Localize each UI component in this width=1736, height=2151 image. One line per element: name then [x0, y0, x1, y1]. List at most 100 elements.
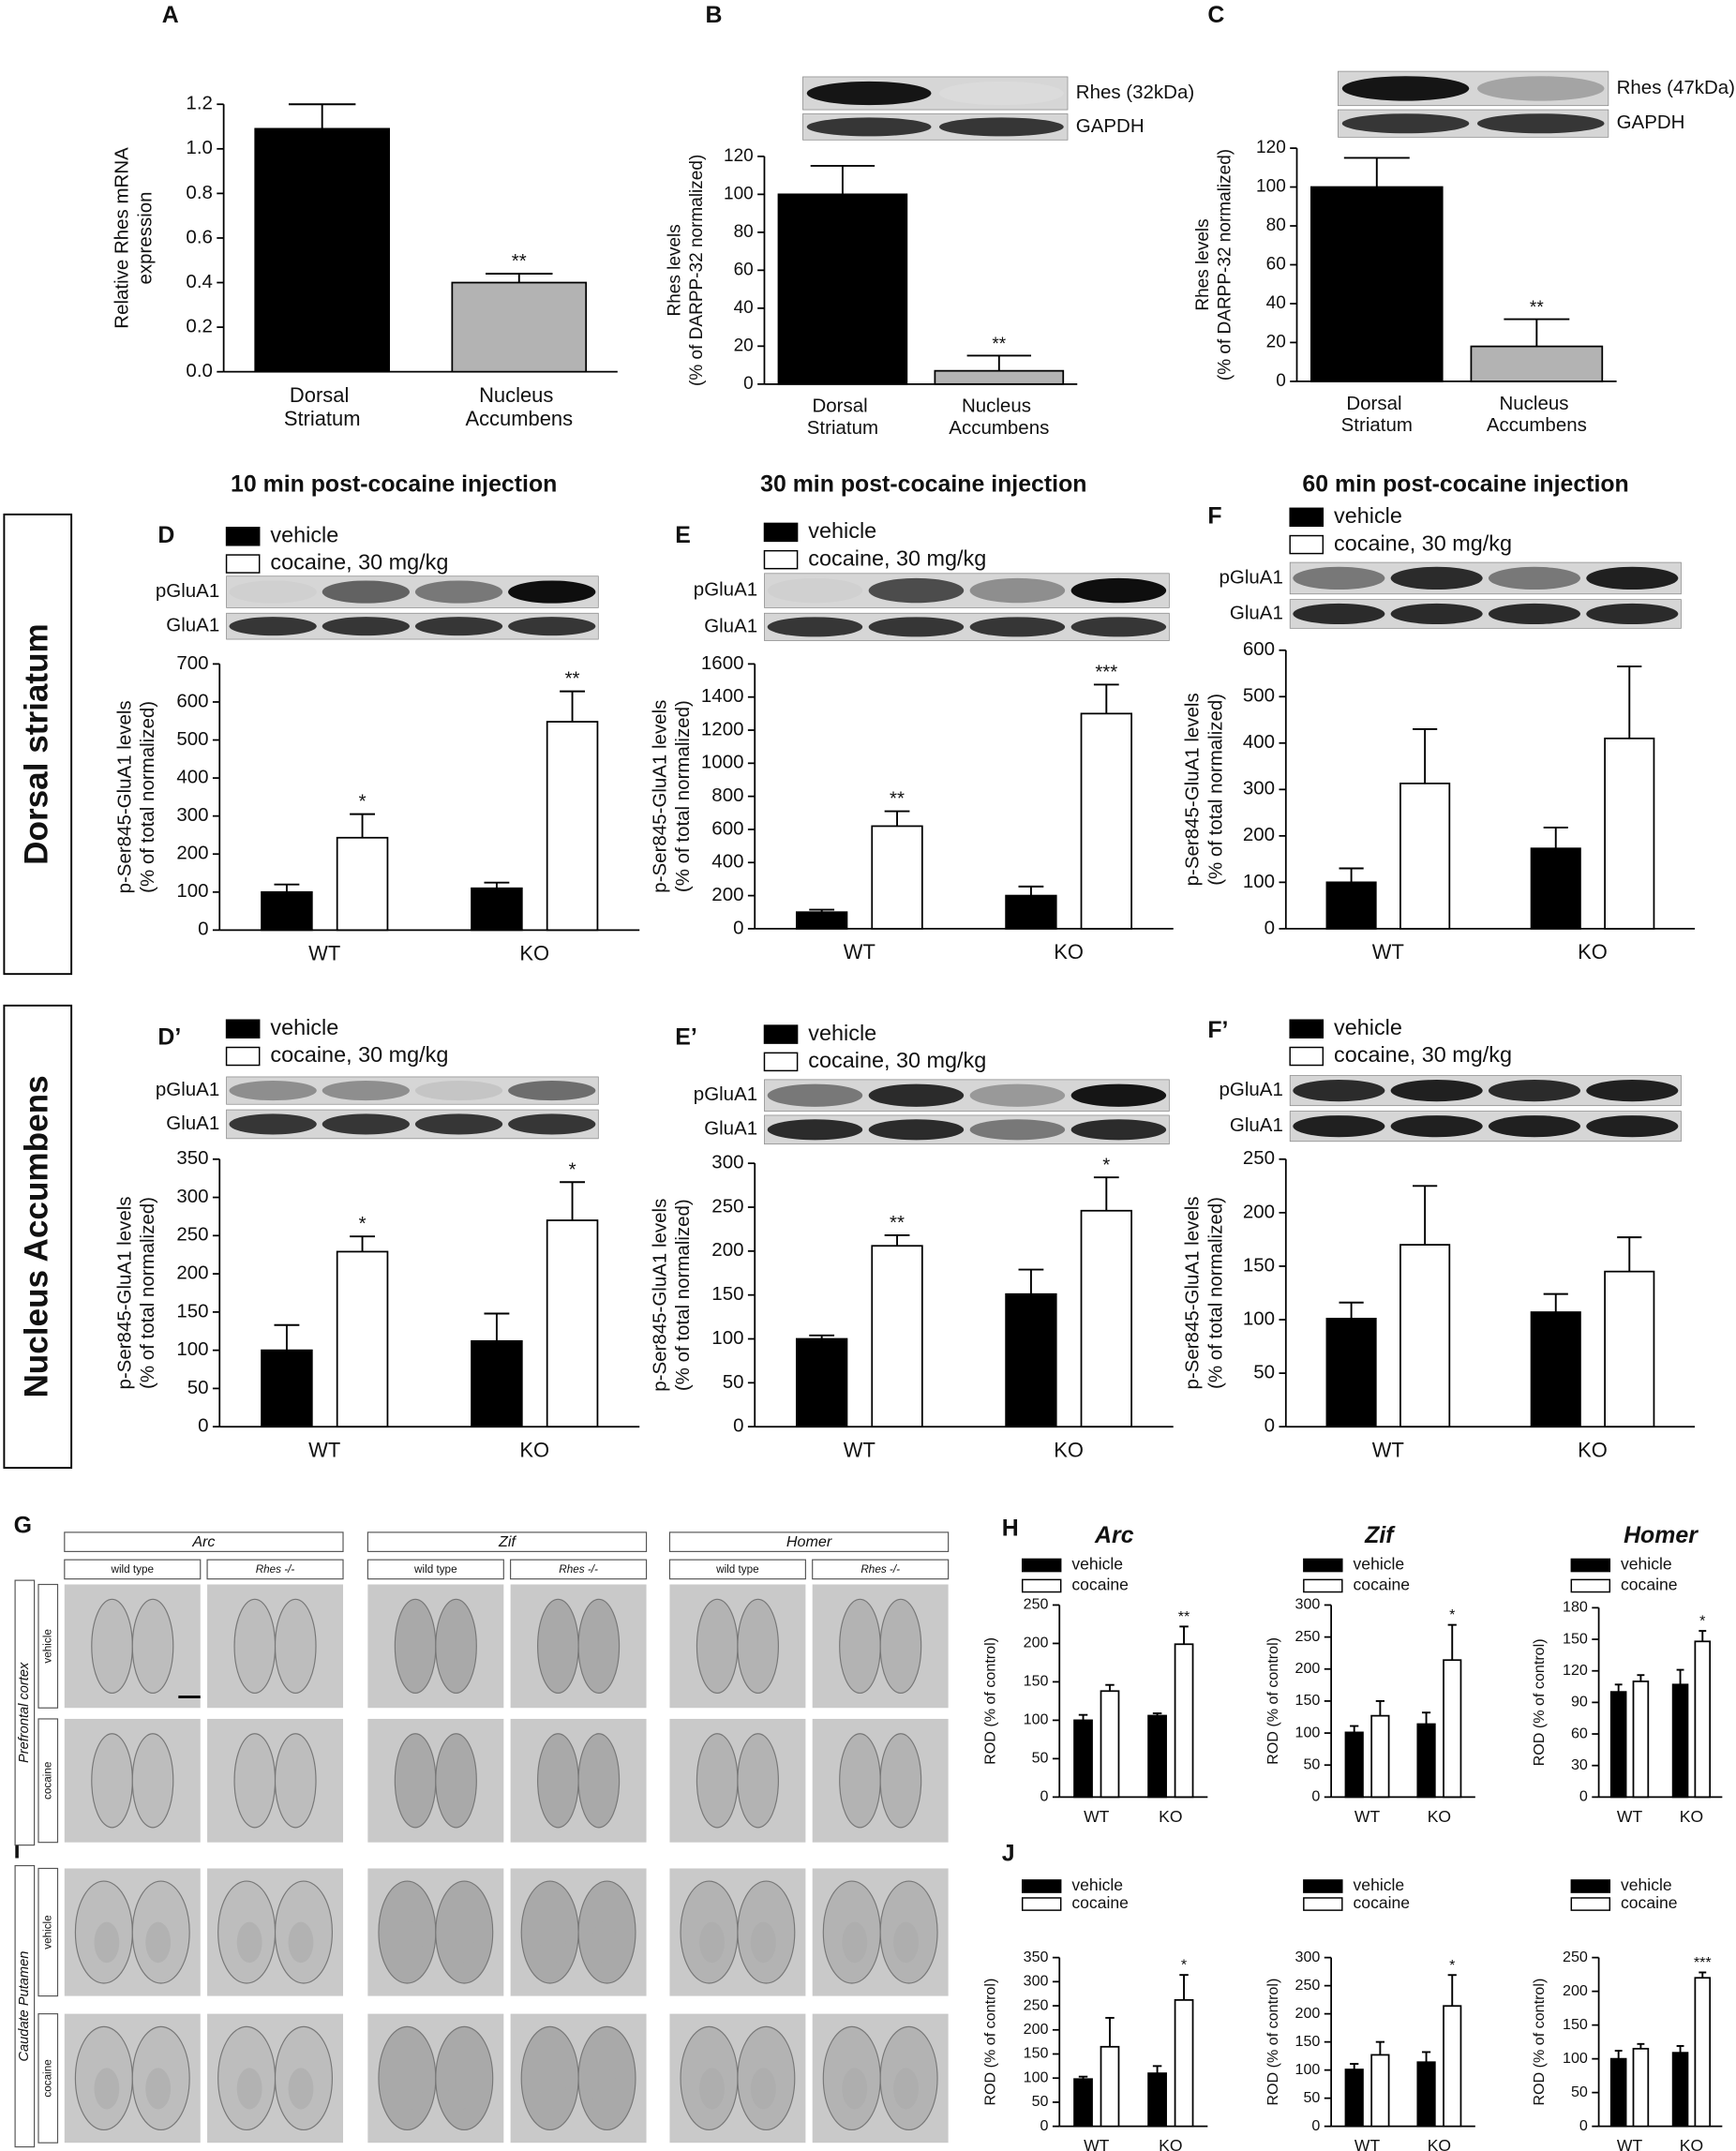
bar — [1370, 1714, 1390, 1799]
bar — [1147, 1714, 1167, 1799]
treatment-label: vehicle — [41, 1629, 53, 1663]
x-tick-label: WT — [844, 1438, 875, 1461]
x-tick-label: KO — [519, 1438, 549, 1461]
x-tick-label: WT — [308, 941, 340, 964]
blot-band — [322, 1081, 410, 1101]
bar — [1604, 1270, 1655, 1428]
chart-title: Arc — [1094, 1522, 1134, 1548]
error-bar — [560, 1181, 585, 1221]
brain-section — [577, 1598, 621, 1695]
y-axis-label: ROD (% of control) — [1531, 1979, 1548, 2106]
error-bar — [1617, 665, 1642, 739]
error-bar — [1093, 1176, 1119, 1211]
error-bar — [1421, 1711, 1431, 1725]
error-bar — [1699, 1971, 1707, 1979]
bar — [261, 1349, 313, 1428]
striatum — [145, 1921, 172, 1964]
error-bar — [560, 690, 585, 723]
blot-band — [1341, 113, 1470, 134]
significance-label: ** — [890, 788, 905, 810]
y-tick-label: 150 — [1563, 2016, 1588, 2033]
error-bar — [1093, 683, 1119, 714]
blot-label: Rhes (47kDa) — [1617, 77, 1735, 98]
y-tick-label: 30 — [1571, 1756, 1588, 1773]
blot-band — [1293, 1080, 1385, 1102]
x-tick-label: WT — [1372, 940, 1404, 963]
region-label: Caudate Putamen — [17, 1951, 32, 2062]
y-tick-label: 300 — [1243, 778, 1275, 799]
error-bar — [1676, 2045, 1684, 2054]
legend-swatch — [1289, 1046, 1324, 1067]
blot-band — [969, 617, 1066, 637]
striatum — [145, 2068, 172, 2110]
blot-label: pGluA1 — [156, 580, 219, 602]
y-tick-label: 0 — [1276, 371, 1286, 391]
bar — [1073, 1719, 1093, 1799]
blot-band — [508, 617, 596, 636]
x-tick-label: KO — [1578, 1438, 1608, 1461]
error-bar — [810, 165, 875, 195]
brain-section — [577, 1733, 621, 1829]
significance-label: * — [1102, 1154, 1110, 1175]
error-bar — [484, 881, 510, 889]
legend-swatch — [1570, 1879, 1611, 1893]
error-bar — [1343, 157, 1410, 187]
region-box — [14, 1579, 36, 1846]
y-axis-label: Rhes levels — [665, 224, 684, 316]
y-tick-label: 20 — [1266, 332, 1286, 351]
y-tick-label: 200 — [1243, 1201, 1275, 1222]
blot-band — [229, 617, 317, 636]
y-tick-label: 200 — [1295, 1660, 1321, 1677]
panel-label: I — [14, 1838, 21, 1864]
legend-label: vehicle — [1071, 1875, 1123, 1894]
blot-band — [229, 1113, 317, 1135]
blot-band — [414, 1113, 503, 1135]
genotype-label: wild type — [111, 1563, 155, 1576]
blot-label: GAPDH — [1076, 115, 1145, 137]
panel-label: A — [162, 2, 179, 28]
y-tick-label: 50 — [1032, 1750, 1049, 1767]
y-axis-label: ROD (% of control) — [981, 1637, 998, 1765]
y-axis-label: (% of total normalized) — [137, 1197, 158, 1389]
brain-section — [537, 1733, 579, 1829]
significance-label: *** — [1694, 1954, 1713, 1971]
striatum — [591, 1921, 617, 1964]
y-tick-label: 200 — [711, 1239, 743, 1261]
error-bar — [809, 908, 835, 913]
region-label: Prefrontal cortex — [17, 1662, 32, 1763]
y-tick-label: 0 — [1311, 2117, 1320, 2134]
y-tick-label: 250 — [1563, 1949, 1588, 1965]
gene-header-box — [64, 1531, 344, 1552]
y-tick-label: 300 — [176, 804, 208, 826]
y-tick-label: 50 — [723, 1371, 744, 1393]
y-axis-label: expression — [134, 191, 156, 284]
blot-band — [868, 1083, 965, 1107]
striatum — [842, 2068, 868, 2110]
legend-label: cocaine, 30 mg/kg — [808, 1048, 986, 1072]
legend-label: cocaine — [1621, 1576, 1677, 1594]
y-tick-label: 200 — [176, 843, 208, 864]
y-tick-label: 50 — [1253, 1362, 1275, 1383]
striatum — [236, 2068, 262, 2110]
y-axis-label: (% of total normalized) — [672, 700, 694, 892]
blot-band — [1390, 603, 1483, 625]
legend-swatch — [1289, 1019, 1324, 1038]
x-tick-label: KO — [1680, 2136, 1703, 2151]
blot-band — [767, 617, 863, 637]
significance-label: ** — [1530, 298, 1544, 318]
blot-band — [229, 580, 317, 604]
bar — [795, 911, 848, 930]
y-tick-label: 90 — [1571, 1694, 1588, 1710]
blot-band — [1070, 1083, 1167, 1107]
striatum — [448, 1921, 474, 1964]
bar — [1530, 847, 1581, 930]
blot-band — [868, 577, 965, 604]
y-tick-label: 1.0 — [186, 137, 212, 158]
bar — [254, 127, 390, 373]
y-axis-label: Rhes levels — [1193, 218, 1213, 310]
legend-label: vehicle — [270, 522, 338, 546]
y-tick-label: 1200 — [701, 718, 744, 739]
y-tick-label: 0 — [198, 919, 208, 940]
genotype-label: Rhes -/- — [861, 1563, 900, 1576]
